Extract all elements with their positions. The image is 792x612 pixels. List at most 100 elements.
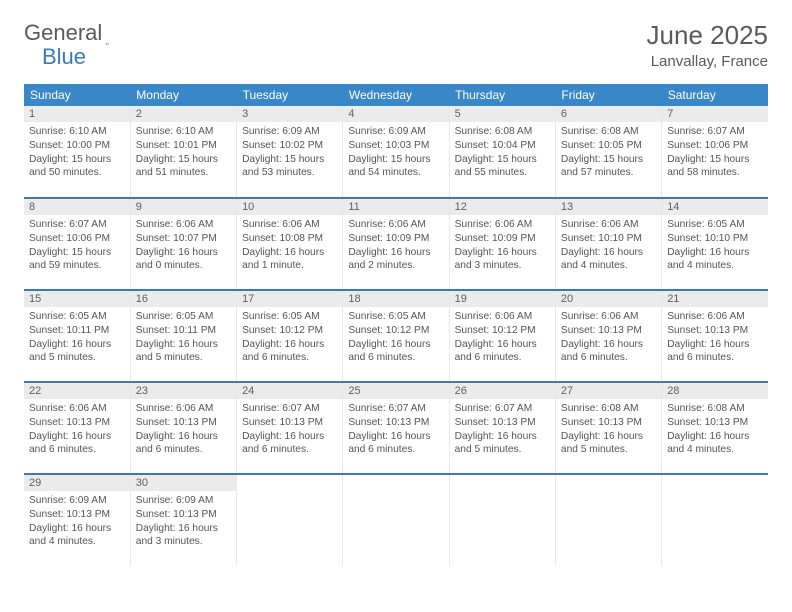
empty-cell: [449, 474, 555, 566]
sunrise-line: Sunrise: 6:09 AM: [348, 125, 443, 139]
sunset-line: Sunset: 10:13 PM: [29, 416, 125, 430]
daylight-line: Daylight: 16 hours and 6 minutes.: [136, 430, 231, 458]
day-detail: Sunrise: 6:05 AMSunset: 10:11 PMDaylight…: [131, 307, 236, 370]
day-cell: 20Sunrise: 6:06 AMSunset: 10:13 PMDaylig…: [555, 290, 661, 382]
logo-text-blue: Blue: [42, 44, 86, 70]
day-cell: 16Sunrise: 6:05 AMSunset: 10:11 PMDaylig…: [130, 290, 236, 382]
day-cell: 9Sunrise: 6:06 AMSunset: 10:07 PMDayligh…: [130, 198, 236, 290]
daylight-line: Daylight: 16 hours and 5 minutes.: [455, 430, 550, 458]
day-number: 24: [237, 383, 342, 399]
title-block: June 2025 Lanvallay, France: [647, 20, 768, 70]
sunrise-line: Sunrise: 6:05 AM: [667, 218, 763, 232]
day-detail: Sunrise: 6:06 AMSunset: 10:13 PMDaylight…: [24, 399, 130, 462]
day-cell: 23Sunrise: 6:06 AMSunset: 10:13 PMDaylig…: [130, 382, 236, 474]
daylight-line: Daylight: 16 hours and 3 minutes.: [136, 522, 231, 550]
daylight-line: Daylight: 15 hours and 50 minutes.: [29, 153, 125, 181]
daylight-line: Daylight: 16 hours and 5 minutes.: [561, 430, 656, 458]
week-row: 15Sunrise: 6:05 AMSunset: 10:11 PMDaylig…: [24, 290, 768, 382]
dayhdr-sat: Saturday: [662, 84, 768, 106]
daylight-line: Daylight: 15 hours and 58 minutes.: [667, 153, 763, 181]
day-number: 6: [556, 106, 661, 122]
day-number: 30: [131, 475, 236, 491]
week-row: 1Sunrise: 6:10 AMSunset: 10:00 PMDayligh…: [24, 106, 768, 198]
sunrise-line: Sunrise: 6:06 AM: [561, 218, 656, 232]
day-detail: Sunrise: 6:05 AMSunset: 10:11 PMDaylight…: [24, 307, 130, 370]
dayhdr-tue: Tuesday: [237, 84, 343, 106]
logo: General: [24, 20, 128, 46]
day-cell: 30Sunrise: 6:09 AMSunset: 10:13 PMDaylig…: [130, 474, 236, 566]
daylight-line: Daylight: 16 hours and 6 minutes.: [242, 430, 337, 458]
sunrise-line: Sunrise: 6:06 AM: [29, 402, 125, 416]
sunset-line: Sunset: 10:03 PM: [348, 139, 443, 153]
sunset-line: Sunset: 10:10 PM: [561, 232, 656, 246]
day-number: 26: [450, 383, 555, 399]
sunrise-line: Sunrise: 6:06 AM: [561, 310, 656, 324]
day-number: 16: [131, 291, 236, 307]
day-cell: 3Sunrise: 6:09 AMSunset: 10:02 PMDayligh…: [237, 106, 343, 198]
sunrise-line: Sunrise: 6:06 AM: [455, 218, 550, 232]
sunset-line: Sunset: 10:13 PM: [455, 416, 550, 430]
day-detail: Sunrise: 6:07 AMSunset: 10:06 PMDaylight…: [24, 215, 130, 278]
day-detail: Sunrise: 6:07 AMSunset: 10:13 PMDaylight…: [343, 399, 448, 462]
location-label: Lanvallay, France: [647, 53, 768, 70]
sunset-line: Sunset: 10:12 PM: [348, 324, 443, 338]
day-detail: Sunrise: 6:09 AMSunset: 10:13 PMDaylight…: [131, 491, 236, 554]
week-row: 8Sunrise: 6:07 AMSunset: 10:06 PMDayligh…: [24, 198, 768, 290]
sunrise-line: Sunrise: 6:07 AM: [29, 218, 125, 232]
day-number: 8: [24, 199, 130, 215]
day-detail: Sunrise: 6:08 AMSunset: 10:04 PMDaylight…: [450, 122, 555, 185]
daylight-line: Daylight: 16 hours and 6 minutes.: [455, 338, 550, 366]
daylight-line: Daylight: 15 hours and 55 minutes.: [455, 153, 550, 181]
sunrise-line: Sunrise: 6:06 AM: [136, 402, 231, 416]
daylight-line: Daylight: 15 hours and 53 minutes.: [242, 153, 337, 181]
sunrise-line: Sunrise: 6:05 AM: [136, 310, 231, 324]
sunset-line: Sunset: 10:05 PM: [561, 139, 656, 153]
sunrise-line: Sunrise: 6:06 AM: [136, 218, 231, 232]
daylight-line: Daylight: 16 hours and 2 minutes.: [348, 246, 443, 274]
sunrise-line: Sunrise: 6:08 AM: [561, 125, 656, 139]
daylight-line: Daylight: 16 hours and 5 minutes.: [136, 338, 231, 366]
daylight-line: Daylight: 15 hours and 59 minutes.: [29, 246, 125, 274]
daylight-line: Daylight: 15 hours and 51 minutes.: [136, 153, 231, 181]
sunset-line: Sunset: 10:01 PM: [136, 139, 231, 153]
daylight-line: Daylight: 16 hours and 5 minutes.: [29, 338, 125, 366]
day-detail: Sunrise: 6:05 AMSunset: 10:12 PMDaylight…: [343, 307, 448, 370]
sunrise-line: Sunrise: 6:08 AM: [667, 402, 763, 416]
day-cell: 14Sunrise: 6:05 AMSunset: 10:10 PMDaylig…: [662, 198, 768, 290]
sunrise-line: Sunrise: 6:06 AM: [242, 218, 337, 232]
sunrise-line: Sunrise: 6:08 AM: [561, 402, 656, 416]
daylight-line: Daylight: 16 hours and 1 minute.: [242, 246, 337, 274]
month-title: June 2025: [647, 20, 768, 51]
day-detail: Sunrise: 6:06 AMSunset: 10:13 PMDaylight…: [556, 307, 661, 370]
day-number: 25: [343, 383, 448, 399]
day-number: 29: [24, 475, 130, 491]
daylight-line: Daylight: 16 hours and 6 minutes.: [348, 430, 443, 458]
day-cell: 13Sunrise: 6:06 AMSunset: 10:10 PMDaylig…: [555, 198, 661, 290]
day-number: 27: [556, 383, 661, 399]
daylight-line: Daylight: 16 hours and 6 minutes.: [242, 338, 337, 366]
sunrise-line: Sunrise: 6:05 AM: [242, 310, 337, 324]
week-row: 22Sunrise: 6:06 AMSunset: 10:13 PMDaylig…: [24, 382, 768, 474]
dayhdr-sun: Sunday: [24, 84, 130, 106]
sunset-line: Sunset: 10:13 PM: [136, 508, 231, 522]
week-row: 29Sunrise: 6:09 AMSunset: 10:13 PMDaylig…: [24, 474, 768, 566]
sunset-line: Sunset: 10:08 PM: [242, 232, 337, 246]
day-number: 22: [24, 383, 130, 399]
day-number: 15: [24, 291, 130, 307]
sunrise-line: Sunrise: 6:07 AM: [455, 402, 550, 416]
sunrise-line: Sunrise: 6:10 AM: [29, 125, 125, 139]
day-number: 19: [450, 291, 555, 307]
sunset-line: Sunset: 10:12 PM: [242, 324, 337, 338]
day-number: 9: [131, 199, 236, 215]
day-number: 4: [343, 106, 448, 122]
day-cell: 24Sunrise: 6:07 AMSunset: 10:13 PMDaylig…: [237, 382, 343, 474]
sunset-line: Sunset: 10:13 PM: [348, 416, 443, 430]
day-detail: Sunrise: 6:09 AMSunset: 10:03 PMDaylight…: [343, 122, 448, 185]
day-number: 23: [131, 383, 236, 399]
day-number: 21: [662, 291, 768, 307]
day-number: 11: [343, 199, 448, 215]
sunset-line: Sunset: 10:09 PM: [348, 232, 443, 246]
sunrise-line: Sunrise: 6:05 AM: [29, 310, 125, 324]
header: General June 2025 Lanvallay, France: [24, 20, 768, 70]
day-detail: Sunrise: 6:05 AMSunset: 10:12 PMDaylight…: [237, 307, 342, 370]
